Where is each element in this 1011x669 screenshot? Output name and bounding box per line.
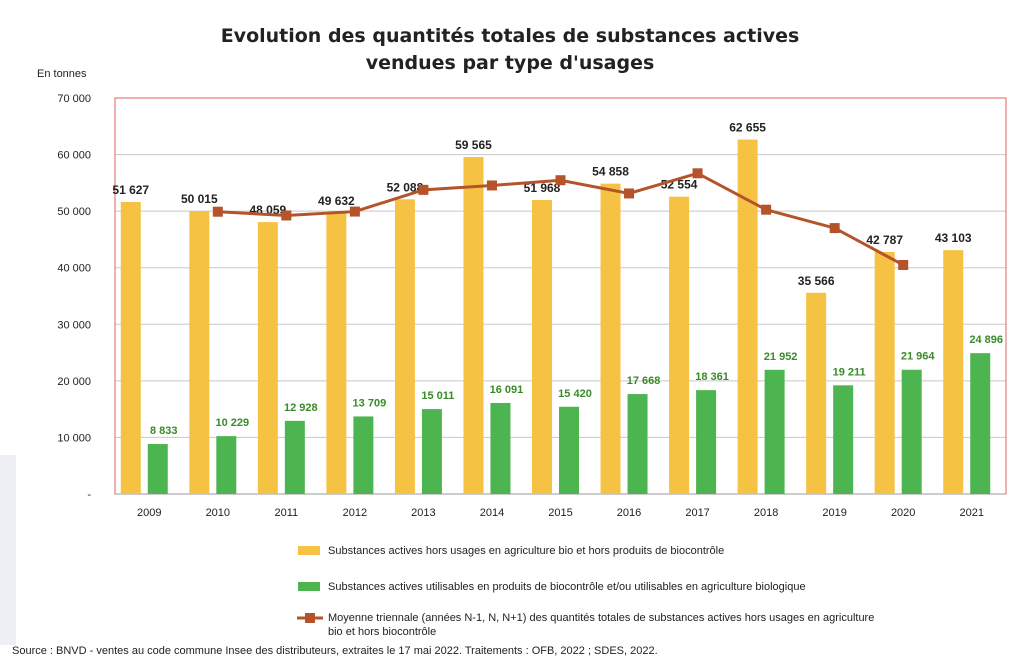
bar-green (147, 444, 168, 494)
bar-orange (532, 200, 552, 495)
data-label-green: 8 833 (150, 425, 178, 437)
bar-green (490, 402, 511, 494)
data-label-orange: 62 655 (729, 121, 766, 135)
line-marker (761, 204, 772, 215)
bar-green (970, 353, 991, 494)
line-marker (692, 168, 703, 179)
data-label-green: 24 896 (969, 334, 1003, 346)
data-label-orange: 35 566 (798, 274, 835, 288)
line-marker (281, 210, 292, 221)
data-label-orange: 59 565 (455, 138, 492, 152)
chart-title-line2: vendues par type d'usages (365, 52, 655, 74)
bar-green (901, 369, 922, 494)
line-marker (418, 184, 429, 195)
x-tick-label: 2019 (822, 507, 846, 519)
bar-orange (874, 251, 895, 494)
data-label-orange: 49 632 (318, 194, 355, 208)
bar-orange (463, 157, 484, 494)
x-tick-label: 2013 (411, 507, 435, 519)
data-label-green: 15 011 (421, 390, 454, 402)
bar-green (421, 409, 442, 494)
bar-orange (669, 196, 690, 494)
data-label-green: 21 952 (764, 351, 798, 363)
bar-green (627, 394, 648, 494)
bar-green (559, 406, 579, 494)
data-label-orange: 51 968 (524, 181, 561, 195)
data-label-orange: 52 088 (387, 180, 424, 194)
bar-orange (257, 222, 278, 495)
bar-orange (806, 292, 827, 494)
data-label-orange: 54 858 (592, 165, 629, 179)
x-tick-label: 2009 (137, 507, 161, 519)
bar-orange (189, 211, 210, 495)
data-label-orange: 50 015 (181, 192, 218, 206)
data-label-green: 15 420 (558, 388, 592, 400)
line-marker (624, 188, 635, 199)
left-edge-band (0, 455, 16, 645)
y-tick-label: 50 000 (57, 206, 91, 218)
line-marker (829, 223, 840, 234)
bar-green (353, 416, 374, 494)
data-label-green: 13 709 (353, 397, 387, 409)
data-label-orange: 43 103 (935, 231, 972, 245)
x-tick-label: 2018 (754, 507, 778, 519)
data-label-green: 18 361 (695, 371, 729, 383)
data-label-green: 12 928 (284, 402, 318, 414)
bar-green (833, 385, 854, 494)
legend-swatch-orange (298, 546, 320, 555)
bar-orange (943, 250, 964, 494)
x-tick-label: 2015 (548, 507, 572, 519)
line-marker (486, 180, 497, 191)
legend-swatch-green (298, 582, 320, 591)
bar-orange (326, 213, 347, 495)
legend-orange-label: Substances actives hors usages en agricu… (328, 545, 725, 557)
source-note: Source : BNVD - ventes au code commune I… (12, 645, 658, 657)
data-label-green: 16 091 (490, 384, 524, 396)
y-tick-label: - (87, 489, 91, 501)
y-axis-unit-label: En tonnes (37, 68, 87, 80)
y-tick-label: 20 000 (57, 376, 91, 388)
y-tick-label: 40 000 (57, 263, 91, 275)
x-tick-label: 2021 (959, 507, 983, 519)
bar-green (216, 436, 237, 494)
line-marker (212, 206, 223, 217)
data-label-green: 19 211 (833, 366, 866, 378)
line-marker (555, 175, 566, 186)
data-label-green: 21 964 (901, 351, 936, 363)
legend-line-label-2: bio et hors biocontrôle (328, 626, 437, 638)
data-label-green: 17 668 (627, 375, 661, 387)
bar-green (284, 420, 305, 494)
bar-orange (600, 183, 621, 494)
x-tick-label: 2020 (891, 507, 915, 519)
legend-green-label: Substances actives utilisables en produi… (328, 581, 806, 593)
bar-orange (394, 199, 415, 494)
data-label-orange: 42 787 (866, 233, 903, 247)
x-tick-label: 2014 (480, 507, 504, 519)
bar-green (696, 390, 717, 494)
y-tick-label: 70 000 (57, 93, 91, 105)
x-tick-label: 2016 (617, 507, 641, 519)
y-tick-label: 30 000 (57, 319, 91, 331)
bar-green (764, 369, 785, 494)
chart-title-line1: Evolution des quantités totales de subst… (220, 25, 800, 47)
x-tick-label: 2011 (275, 507, 299, 519)
y-tick-label: 60 000 (57, 150, 91, 162)
bar-orange (737, 139, 758, 495)
x-tick-label: 2012 (343, 507, 367, 519)
y-tick-label: 10 000 (57, 432, 91, 444)
legend-line-label-1: Moyenne triennale (années N-1, N, N+1) d… (328, 612, 875, 624)
line-marker (349, 206, 360, 217)
legend-swatch-marker (305, 613, 315, 623)
line-marker (898, 259, 909, 270)
x-tick-label: 2010 (206, 507, 230, 519)
x-tick-label: 2017 (685, 507, 709, 519)
data-label-orange: 51 627 (112, 183, 149, 197)
data-label-green: 10 229 (215, 417, 249, 429)
bar-orange (120, 201, 141, 494)
series-line-moving-average (217, 171, 904, 267)
